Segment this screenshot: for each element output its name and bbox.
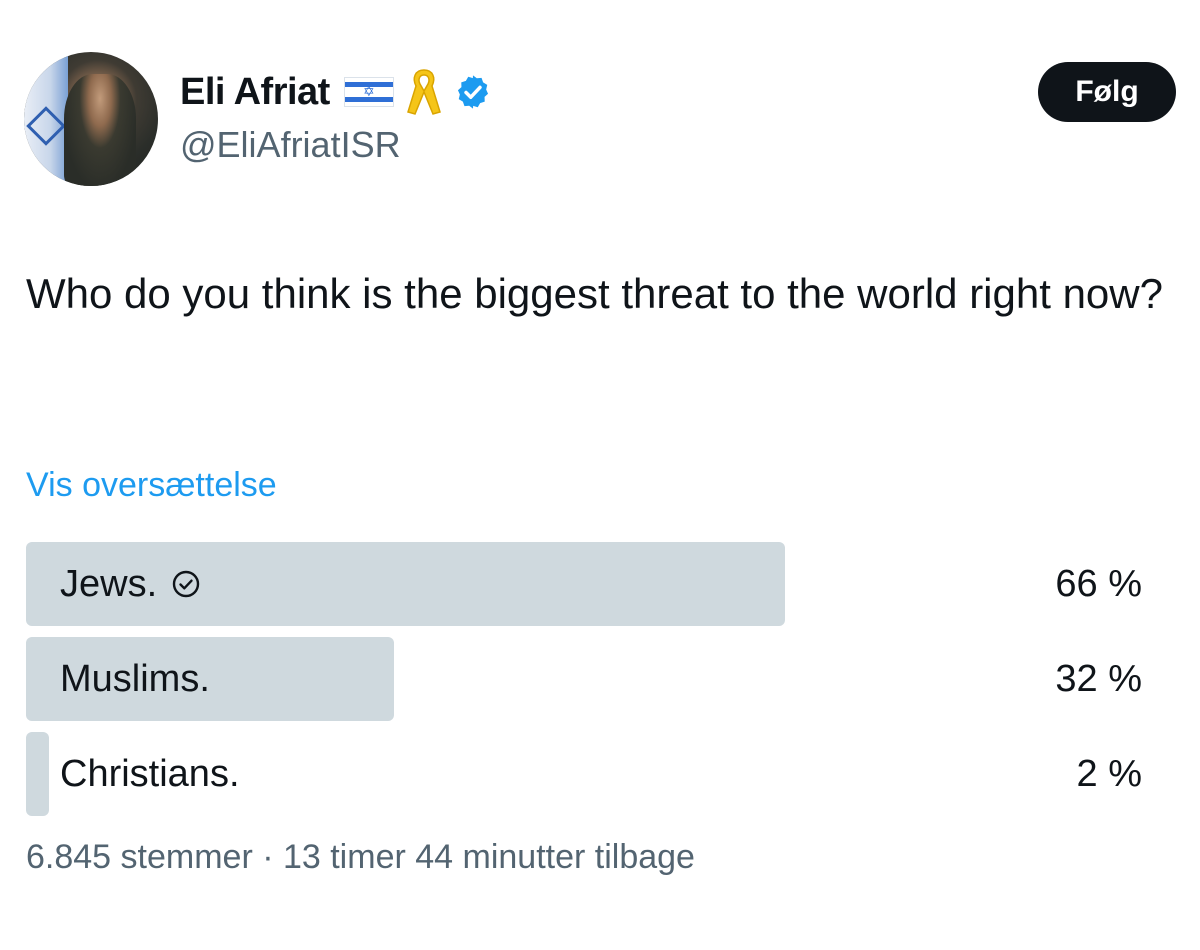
- poll-result-bar: [26, 542, 785, 626]
- verified-badge-icon[interactable]: [454, 73, 492, 111]
- poll-meta: 6.845 stemmer · 13 timer 44 minutter til…: [26, 838, 695, 876]
- poll: Jews. 66 % Muslims. 32 % Christians. 2 %: [26, 542, 1150, 827]
- poll-option-percent: 32 %: [1055, 657, 1142, 700]
- check-circle-icon: [172, 570, 200, 598]
- israel-flag-icon: ✡: [343, 77, 394, 107]
- poll-option-label-wrap: Jews.: [60, 542, 201, 626]
- author-handle[interactable]: @EliAfriatISR: [180, 124, 401, 165]
- poll-option-percent: 2 %: [1076, 752, 1142, 795]
- name-row: Eli Afriat ✡: [180, 69, 492, 115]
- poll-option-label-wrap: Christians.: [60, 732, 240, 816]
- avatar-flag-background: [24, 52, 68, 186]
- follow-button[interactable]: Følg: [1038, 62, 1176, 122]
- avatar[interactable]: [24, 52, 158, 186]
- tweet-header: Eli Afriat ✡ @EliAfriatISR Følg: [24, 52, 1176, 188]
- poll-option-label: Christians.: [60, 752, 240, 795]
- poll-option-muslims: Muslims. 32 %: [26, 637, 1150, 721]
- poll-option-label: Muslims.: [60, 657, 210, 700]
- poll-option-jews: Jews. 66 %: [26, 542, 1150, 626]
- show-translation-link[interactable]: Vis oversættelse: [26, 466, 277, 504]
- poll-result-bar: [26, 732, 49, 816]
- author-name[interactable]: Eli Afriat: [180, 70, 330, 113]
- poll-option-label-wrap: Muslims.: [60, 637, 210, 721]
- yellow-ribbon-icon: [406, 69, 441, 115]
- tweet-text: Who do you think is the biggest threat t…: [26, 270, 1163, 317]
- poll-option-percent: 66 %: [1055, 562, 1142, 605]
- poll-result-bar: [26, 637, 394, 721]
- avatar-person: [64, 74, 136, 186]
- poll-option-label: Jews.: [60, 562, 158, 605]
- poll-option-christians: Christians. 2 %: [26, 732, 1150, 816]
